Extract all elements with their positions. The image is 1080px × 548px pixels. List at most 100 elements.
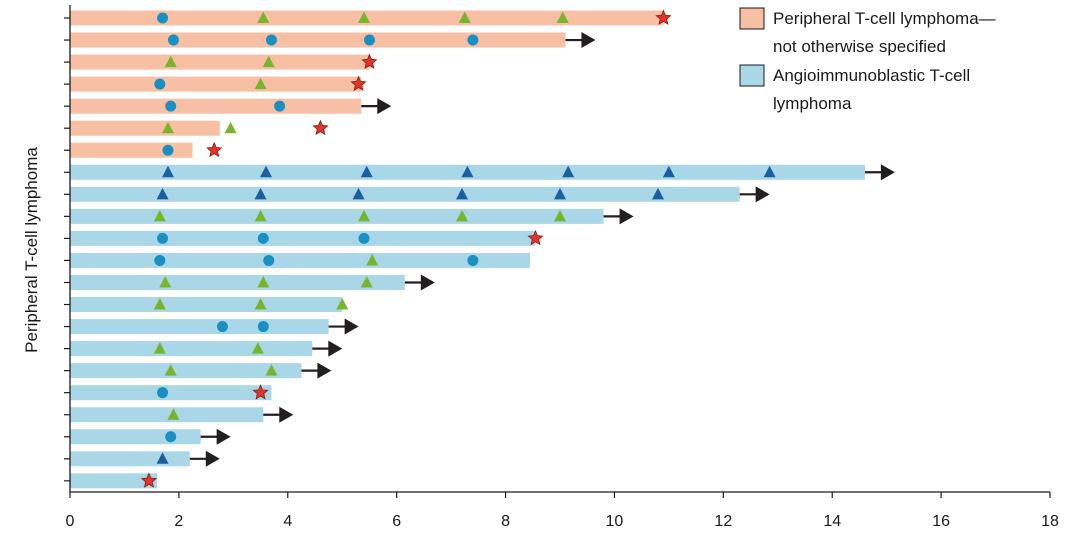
blue-triangle-marker <box>260 165 272 178</box>
green-triangle-marker <box>254 298 267 310</box>
green-triangle-marker <box>153 298 166 310</box>
response-circle-marker <box>263 254 275 266</box>
event-star-marker <box>350 75 367 92</box>
x-tick-label: 16 <box>932 513 950 530</box>
green-triangle-marker <box>456 209 468 222</box>
green-triangle-marker <box>360 275 373 288</box>
patient-bar <box>70 76 362 92</box>
legend-swatch-aitl <box>739 64 765 87</box>
green-triangle-marker <box>164 55 177 68</box>
blue-triangle-marker <box>156 452 169 464</box>
response-circle-marker <box>265 34 277 46</box>
blue-triangle-marker <box>156 187 169 200</box>
x-tick-label: 8 <box>501 513 510 530</box>
patient-bars <box>70 10 895 489</box>
blue-triangle-marker <box>360 165 373 178</box>
green-triangle-marker <box>336 298 349 310</box>
green-triangle-marker <box>153 209 166 222</box>
response-circle-marker <box>162 144 174 156</box>
response-circle-marker <box>467 254 479 266</box>
ongoing-arrow-head <box>205 450 220 467</box>
x-tick-label: 10 <box>606 513 624 530</box>
green-triangle-marker <box>224 121 237 134</box>
patient-bar <box>70 54 370 70</box>
green-triangle-marker <box>556 11 569 23</box>
response-circle-marker <box>274 100 286 112</box>
x-tick-label: 18 <box>1041 513 1059 530</box>
blue-triangle-marker <box>162 165 174 178</box>
patient-bar <box>70 341 313 357</box>
patient-bar <box>70 473 158 489</box>
x-tick-label: 6 <box>392 513 401 530</box>
event-star-marker <box>206 141 223 158</box>
response-circle-marker <box>257 232 269 244</box>
response-circle-marker <box>154 254 166 266</box>
patient-bar <box>70 407 264 423</box>
response-circle-marker <box>157 232 169 244</box>
event-star-marker <box>527 229 544 246</box>
patient-bar <box>70 186 740 202</box>
ongoing-arrow-head <box>880 164 895 181</box>
response-circle-marker <box>167 34 179 46</box>
response-circle-marker <box>363 34 375 46</box>
event-star-marker <box>361 53 378 69</box>
x-tick-label: 0 <box>66 513 75 530</box>
patient-bar <box>70 385 272 401</box>
patient-bar <box>70 451 190 467</box>
patient-bar <box>70 252 531 268</box>
green-triangle-marker <box>254 77 267 90</box>
legend-label-ptcl-nos-line1: Peripheral T-cell lymphoma— <box>773 9 996 28</box>
green-triangle-marker <box>366 253 379 266</box>
green-triangle-marker <box>164 364 177 376</box>
ongoing-arrow-head <box>420 274 435 291</box>
blue-triangle-marker <box>456 187 468 200</box>
response-circle-marker <box>358 232 370 244</box>
ongoing-arrow-head <box>317 362 332 379</box>
patient-bar <box>70 98 362 114</box>
legend-label-ptcl-nos-line2: not otherwise specified <box>773 37 946 56</box>
ongoing-arrow-head <box>279 406 294 423</box>
response-circle-marker <box>216 321 228 333</box>
event-star-marker <box>312 119 329 136</box>
patient-bar <box>70 208 604 224</box>
y-axis-label: Peripheral T-cell lymphoma <box>22 147 41 353</box>
green-triangle-marker <box>159 275 172 288</box>
green-triangle-marker <box>153 342 166 354</box>
ongoing-arrow-head <box>344 318 359 335</box>
blue-triangle-marker <box>763 165 776 178</box>
blue-triangle-marker <box>662 165 675 178</box>
patient-bar <box>70 120 220 136</box>
response-circle-marker <box>467 34 479 46</box>
legend-label-aitl-line1: Angioimmunoblastic T-cell <box>773 66 970 85</box>
x-tick-label: 14 <box>823 513 841 530</box>
patient-bar <box>70 363 302 379</box>
patient-bar <box>70 142 193 158</box>
ongoing-arrow-head <box>755 186 770 203</box>
blue-triangle-marker <box>461 165 474 178</box>
legend-label-aitl-line2: lymphoma <box>773 94 852 113</box>
green-triangle-marker <box>251 342 264 354</box>
response-circle-marker <box>165 431 177 443</box>
axes <box>64 5 1050 493</box>
x-axis-ticks: 0 2 4 6 8 10 12 14 16 18 <box>66 492 1059 530</box>
blue-triangle-marker <box>562 165 575 178</box>
ongoing-arrow-head <box>581 32 596 49</box>
legend: Peripheral T-cell lymphoma— not otherwis… <box>739 7 996 113</box>
ongoing-arrow-head <box>377 98 392 115</box>
blue-triangle-marker <box>652 187 664 200</box>
green-triangle-marker <box>458 11 471 23</box>
green-triangle-marker <box>358 209 370 222</box>
green-triangle-marker <box>162 121 174 134</box>
patient-bar <box>70 32 566 48</box>
green-triangle-marker <box>265 364 278 376</box>
blue-triangle-marker <box>554 187 566 200</box>
response-circle-marker <box>157 12 169 24</box>
green-triangle-marker <box>554 209 566 222</box>
ongoing-arrow-head <box>216 428 231 445</box>
response-circle-marker <box>257 321 269 333</box>
blue-triangle-marker <box>352 187 365 200</box>
patient-bar <box>70 319 329 335</box>
patient-bar <box>70 297 343 313</box>
event-star-marker <box>655 9 672 25</box>
